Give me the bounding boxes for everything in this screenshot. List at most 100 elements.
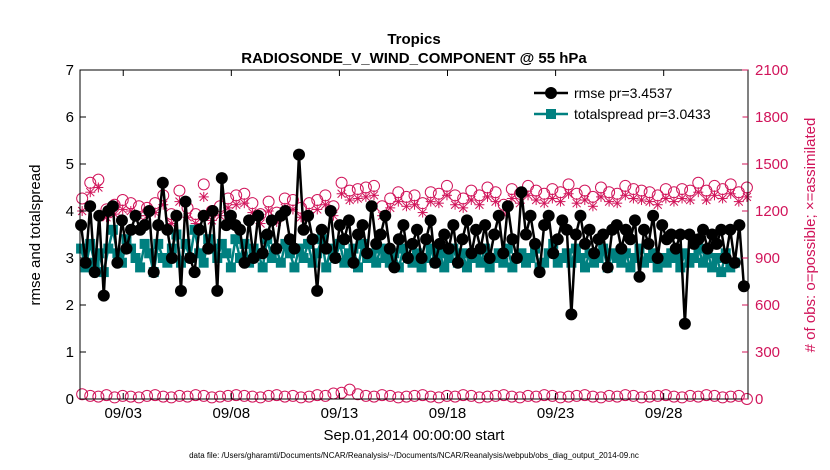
rmse-point [315, 223, 328, 236]
asterisk-stroke [426, 197, 436, 206]
rmse-point [306, 233, 319, 246]
rmse-point [379, 209, 392, 222]
obs-possible-point [676, 391, 689, 404]
totalspread-point [371, 257, 382, 268]
y-left-tick-label: 6 [66, 109, 74, 126]
rmse-point [292, 148, 305, 161]
rmse-point [120, 242, 133, 255]
y-left-tick-label: 5 [66, 156, 74, 173]
totalspread-point [634, 243, 645, 254]
rmse-point [624, 233, 637, 246]
rmse-point [202, 242, 215, 255]
asterisk-stroke [710, 190, 719, 200]
obs-possible-point [586, 390, 599, 403]
y-right-tick-label: 900 [755, 250, 780, 267]
y-right-tick-label: 1800 [755, 109, 788, 126]
obs-possible-point [278, 192, 291, 205]
obs-possible-point [432, 391, 445, 404]
rmse-point [297, 223, 310, 236]
obs-possible-point [724, 390, 737, 403]
obs-possible-point [700, 184, 713, 197]
totalspread-point [412, 248, 423, 259]
obs-assimilated-point [425, 196, 436, 207]
rmse-point [352, 228, 365, 241]
rmse-series [75, 148, 750, 330]
legend-rmse-label: rmse pr=3.4537 [574, 85, 673, 101]
obs-possible-point [197, 178, 210, 191]
totalspread-point [384, 257, 395, 268]
asterisk-stroke [661, 194, 671, 203]
totalspread-point [407, 257, 418, 268]
obs-possible-point [611, 390, 624, 403]
obs-possible-point [173, 184, 186, 197]
x-tick-label: 09/03 [104, 405, 142, 422]
rmse-point [529, 237, 542, 250]
obs-possible-point [84, 389, 97, 402]
y-right-axis-label: # of obs: o=possible; ×=assimilated [802, 118, 819, 353]
obs-assimilated-point [579, 195, 590, 206]
asterisk-stroke [491, 197, 500, 206]
rmse-point [615, 242, 628, 255]
rmse-point [115, 214, 128, 227]
obs-possible-point [708, 389, 721, 402]
totalspread-point [484, 262, 495, 273]
obs-possible-point [659, 389, 672, 402]
obs-possible-point [570, 389, 583, 402]
asterisk-stroke [653, 200, 663, 210]
obs-possible-point [400, 190, 413, 203]
asterisk-stroke [742, 192, 752, 202]
obs-possible-point [392, 186, 405, 199]
asterisk-stroke [231, 200, 241, 210]
obs-assimilated-point [336, 188, 347, 199]
rmse-point [129, 209, 142, 222]
rmse-point [519, 228, 532, 241]
asterisk-stroke [199, 192, 209, 202]
obs-assimilated-point [693, 187, 704, 198]
obs-possible-point [489, 389, 502, 402]
rmse-point [247, 252, 260, 264]
obs-assimilated-point [198, 191, 209, 202]
asterisk-stroke [580, 195, 590, 205]
totalspread-point [502, 243, 513, 254]
rmse-point [542, 209, 555, 222]
totalspread-point [107, 224, 118, 235]
obs-possible-point [473, 391, 486, 404]
obs-possible-point [116, 389, 129, 402]
rmse-point [233, 223, 246, 236]
asterisk-stroke [418, 208, 428, 217]
obs-assimilated-point [571, 198, 582, 209]
obs-possible-point [359, 389, 372, 402]
totalspread-point [620, 248, 631, 259]
obs-possible-point [335, 386, 348, 399]
rmse-point [674, 228, 687, 241]
rmse-point [565, 308, 578, 321]
totalspread-point [679, 248, 690, 259]
totalspread-point [321, 262, 332, 273]
rmse-point [610, 219, 623, 232]
obs-assimilated-point [360, 191, 371, 202]
rmse-point [460, 214, 473, 227]
totalspread-point [598, 243, 609, 254]
obs-possible-point [546, 389, 559, 402]
rmse-point [138, 219, 151, 232]
rmse-point [578, 237, 591, 250]
rmse-point [93, 209, 106, 222]
obs-possible-point [603, 389, 616, 402]
rmse-point [411, 223, 424, 236]
obs-possible-point [457, 389, 470, 402]
data-file-footer: data file: /Users/gharamti/Documents/NCA… [189, 451, 639, 460]
obs-possible-point [270, 389, 283, 402]
asterisk-stroke [620, 190, 630, 200]
obs-possible-point [286, 389, 299, 402]
y-right-tick-label: 2100 [755, 62, 788, 79]
rmse-point [724, 223, 737, 236]
asterisk-stroke [118, 205, 128, 214]
rmse-point [143, 205, 156, 217]
rmse-point [106, 200, 119, 213]
obs-assimilated-point [555, 196, 566, 207]
totalspread-point [398, 243, 409, 254]
totalspread-point [194, 248, 205, 259]
rmse-point [737, 280, 750, 293]
rmse-point [715, 223, 728, 236]
